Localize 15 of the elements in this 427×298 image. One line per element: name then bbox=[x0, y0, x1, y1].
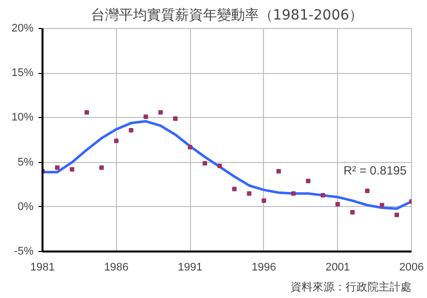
x-tick-label: 2006 bbox=[399, 262, 424, 274]
source-note: 資料來源：行政院主計處 bbox=[290, 280, 412, 294]
y-tick-label: 15% bbox=[11, 67, 34, 80]
y-tick-label: 20% bbox=[11, 22, 34, 34]
x-tick-label: 2001 bbox=[325, 262, 350, 274]
x-tick-label: 1996 bbox=[252, 262, 276, 274]
x-tick-label: 1981 bbox=[30, 262, 55, 274]
x-tick-label: 1986 bbox=[104, 262, 129, 274]
annotation: R² = 0.8195 bbox=[343, 164, 407, 178]
y-tick-label: 0% bbox=[18, 200, 34, 213]
chart-title: 台灣平均實質薪資年變動率（1981-2006） bbox=[90, 8, 364, 24]
x-tick-label: 1991 bbox=[178, 262, 202, 274]
y-tick-label: 10% bbox=[11, 112, 34, 124]
y-tick-label: -5% bbox=[14, 246, 34, 258]
y-tick-label: 5% bbox=[18, 156, 34, 168]
